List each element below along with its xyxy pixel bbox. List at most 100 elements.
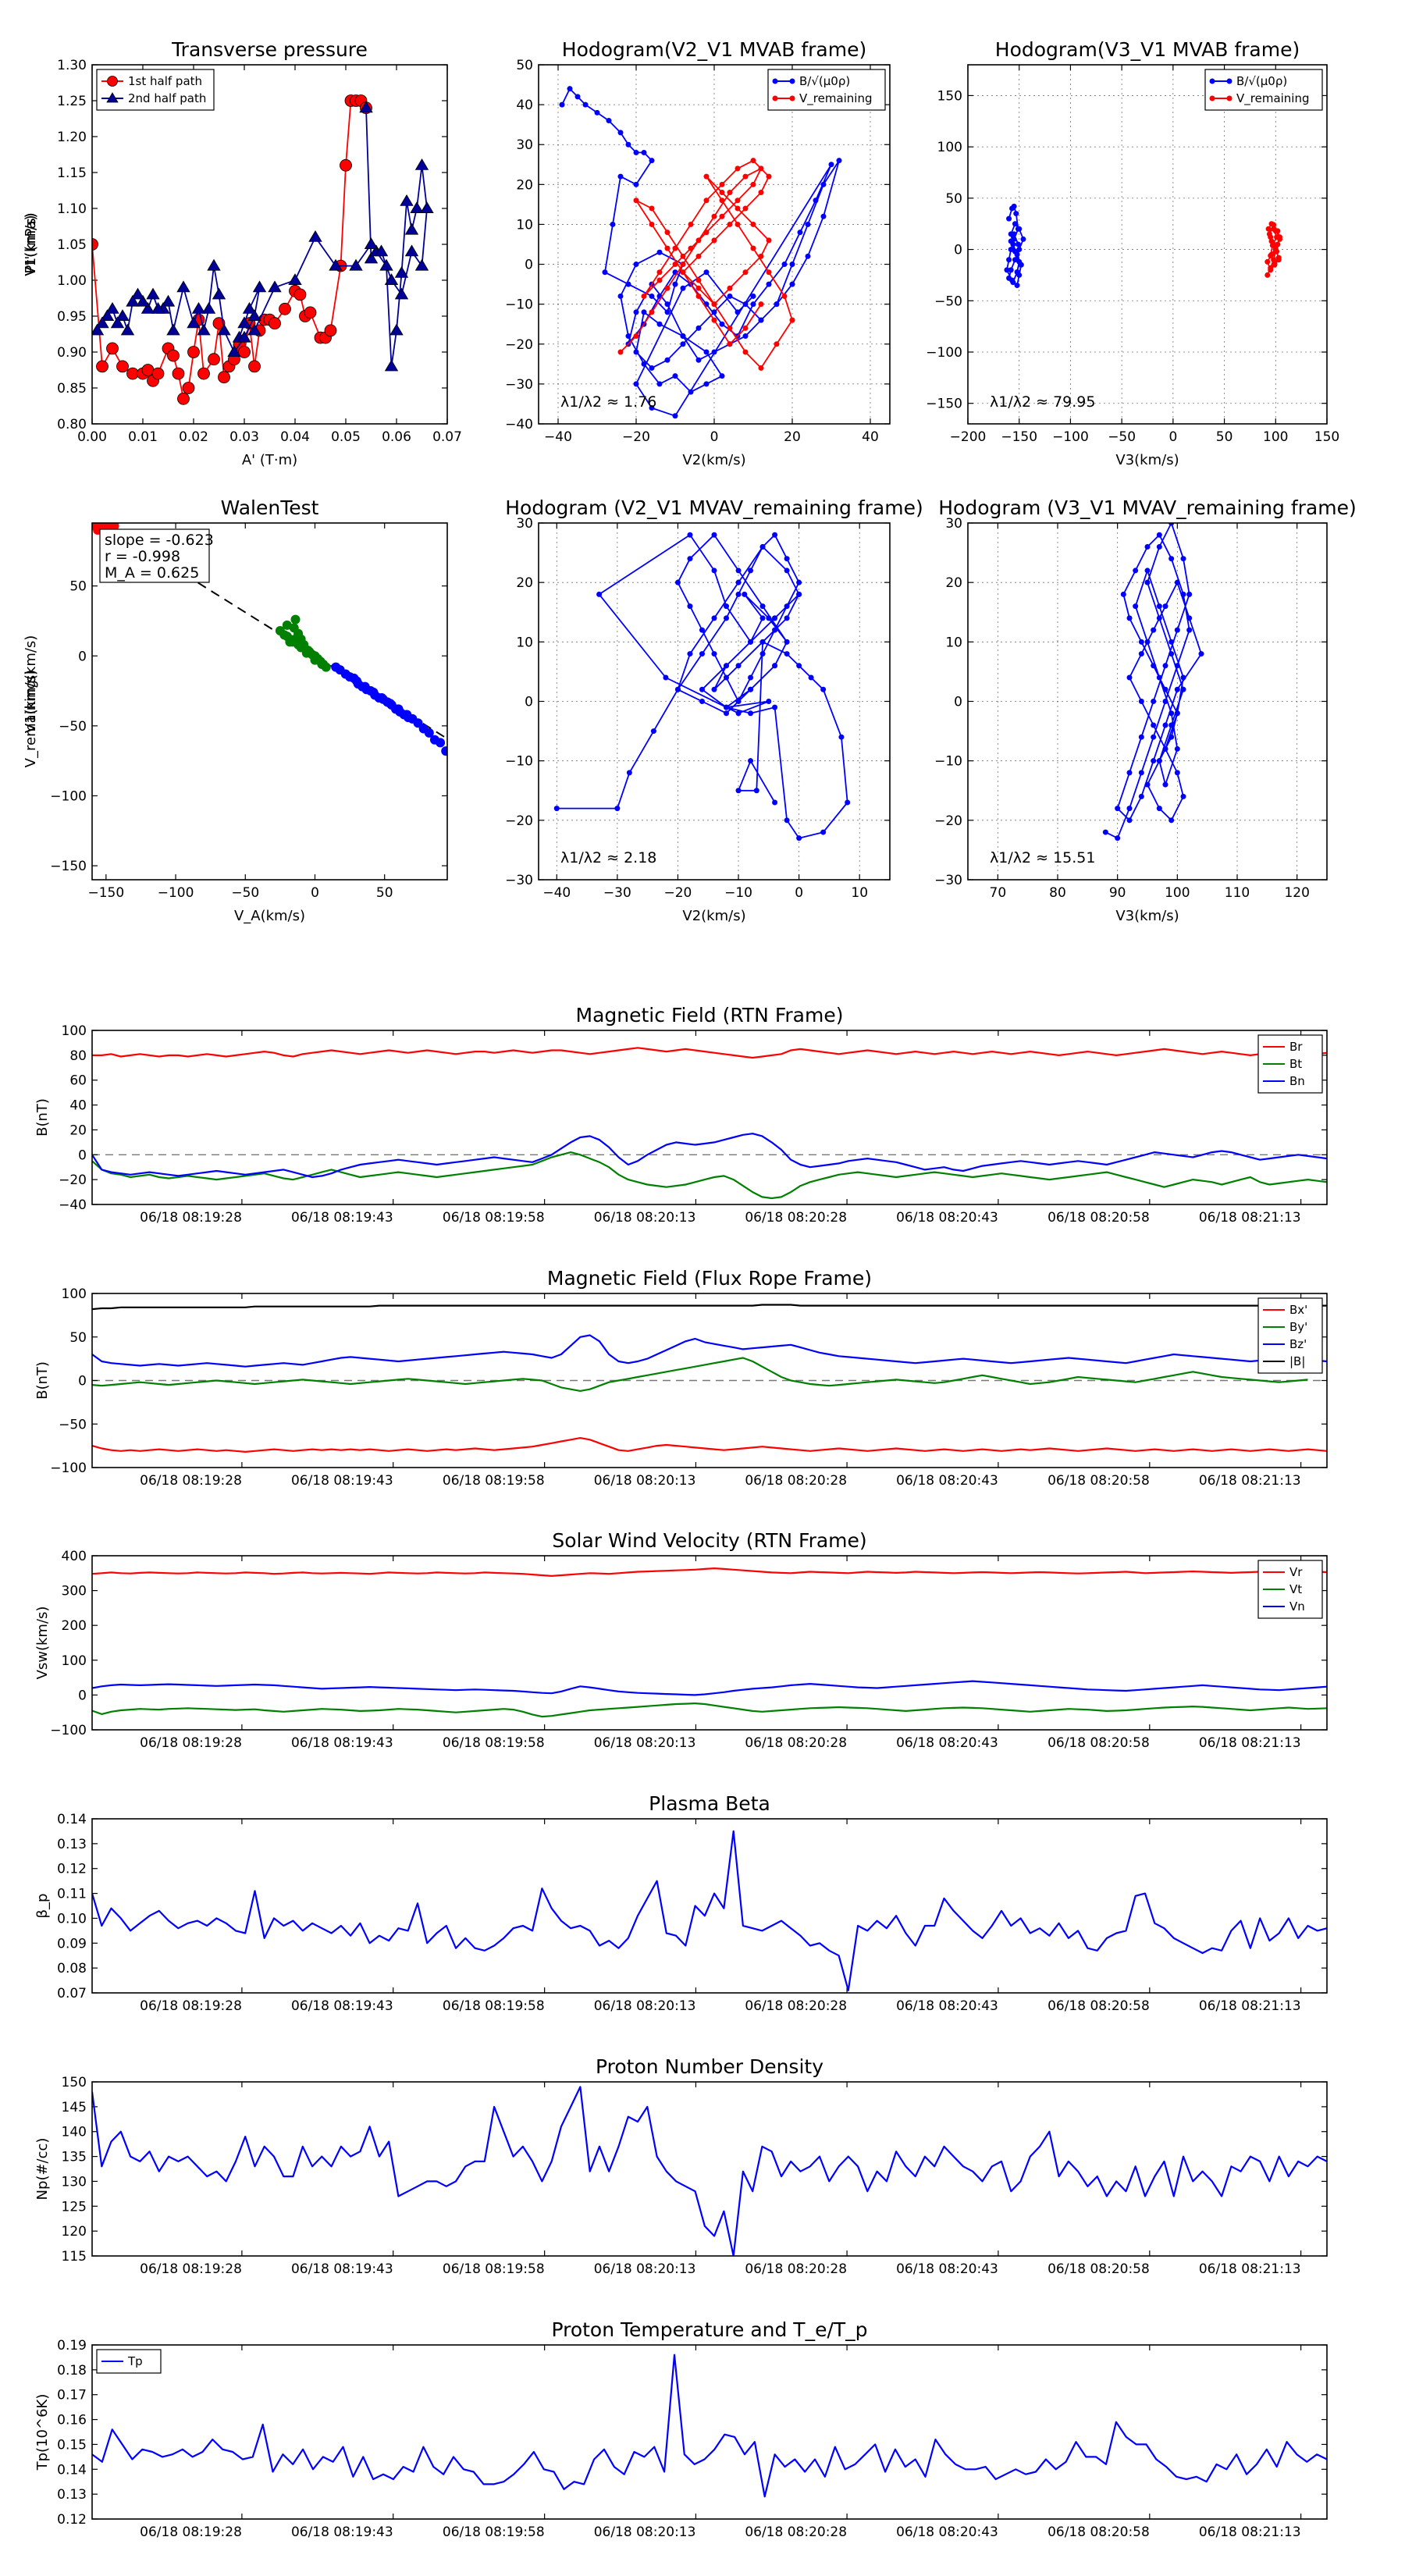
data-point xyxy=(329,258,343,271)
data-point xyxy=(699,627,705,633)
x-tick-label: 0.02 xyxy=(179,429,208,445)
x-tick-label: 10 xyxy=(851,885,868,901)
legend-marker xyxy=(107,76,118,87)
data-point xyxy=(750,301,756,308)
data-point xyxy=(759,615,766,621)
y-tick-label: 20 xyxy=(516,177,533,193)
data-point xyxy=(727,293,733,299)
plot-frame xyxy=(91,1293,1328,1468)
x-tick-label: −40 xyxy=(544,429,572,445)
x-tick-label: −20 xyxy=(622,429,650,445)
data-point xyxy=(711,213,717,219)
data-point xyxy=(402,710,412,720)
data-point xyxy=(766,269,772,276)
data-point xyxy=(626,770,632,776)
data-point xyxy=(750,158,756,164)
legend-label: By' xyxy=(1289,1320,1307,1334)
data-point xyxy=(796,579,802,585)
x-tick-label: 100 xyxy=(1165,885,1190,901)
data-point xyxy=(672,373,678,379)
data-point xyxy=(766,281,772,287)
chart-title: Hodogram(V2_V1 MVAB frame) xyxy=(562,38,866,61)
data-point xyxy=(656,321,663,327)
y-tick-label: 125 xyxy=(62,2199,87,2215)
data-point xyxy=(711,568,717,574)
plot-area xyxy=(92,1304,1327,1453)
x-tick-label: −100 xyxy=(1052,429,1089,445)
x-tick-label: 0.03 xyxy=(229,429,259,445)
data-point xyxy=(368,687,379,697)
y-tick-label: 1.10 xyxy=(57,201,87,217)
data-point xyxy=(735,591,742,597)
eigenvalue-ratio-label: λ1/λ2 ≈ 1.76 xyxy=(560,393,656,411)
data-point xyxy=(1156,543,1162,550)
data-point xyxy=(724,663,730,669)
data-point xyxy=(1156,532,1162,538)
data-point xyxy=(404,244,419,257)
data-point xyxy=(1174,770,1180,776)
data-point xyxy=(695,285,702,291)
data-point xyxy=(130,287,145,300)
data-point xyxy=(248,360,261,373)
x-tick-label: 06/18 08:20:58 xyxy=(1048,2524,1150,2540)
data-point xyxy=(384,359,399,372)
plot-frame xyxy=(538,64,891,425)
legend-label: Bt xyxy=(1289,1057,1302,1071)
legend-marker xyxy=(789,78,795,84)
data-point xyxy=(680,285,686,291)
x-tick-label: 06/18 08:19:43 xyxy=(291,1210,393,1226)
y-axis-label: β_p xyxy=(34,1894,51,1919)
x-tick-label: 06/18 08:19:43 xyxy=(291,2524,393,2540)
legend-item: By' xyxy=(1263,1320,1307,1334)
data-point xyxy=(703,381,710,387)
data-point xyxy=(574,94,581,100)
legend-item: Bx' xyxy=(1263,1303,1307,1317)
data-point xyxy=(166,323,180,336)
data-point xyxy=(379,258,393,271)
data-point xyxy=(784,568,790,574)
data-point xyxy=(724,704,730,710)
series-line xyxy=(557,534,848,839)
y-tick-label: 0 xyxy=(78,649,87,664)
data-point xyxy=(1162,781,1168,788)
plot-frame xyxy=(967,64,1328,425)
data-point xyxy=(191,302,206,314)
y-tick-label: 60 xyxy=(69,1073,87,1089)
data-point xyxy=(742,301,749,308)
legend-item: V_remaining xyxy=(1209,91,1310,106)
data-point xyxy=(703,349,710,355)
data-point xyxy=(1133,568,1139,574)
plot-frame xyxy=(91,1030,1328,1205)
y-tick-label: 0 xyxy=(954,695,962,710)
data-point xyxy=(753,788,759,794)
data-point xyxy=(664,357,670,363)
data-point xyxy=(1006,215,1012,222)
data-point xyxy=(1162,699,1168,704)
x-tick-label: 06/18 08:19:58 xyxy=(443,1998,545,2014)
data-point xyxy=(687,532,693,538)
series-bx- xyxy=(92,1436,1327,1453)
x-tick-label: 150 xyxy=(1314,429,1339,445)
x-tick-label: 40 xyxy=(862,429,879,445)
data-point xyxy=(633,381,639,387)
series-v-remaining xyxy=(1264,221,1283,278)
legend-item: |B| xyxy=(1263,1354,1305,1368)
data-point xyxy=(1180,556,1186,562)
legend-marker xyxy=(789,95,795,101)
x-tick-label: 06/18 08:19:58 xyxy=(443,2524,545,2540)
y-tick-label: 0 xyxy=(78,1688,87,1703)
data-point xyxy=(293,288,307,301)
x-tick-label: 06/18 08:19:58 xyxy=(443,2261,545,2277)
data-point xyxy=(374,244,389,257)
data-point xyxy=(1008,238,1014,244)
x-tick-label: 0 xyxy=(795,885,803,901)
data-point xyxy=(695,277,702,283)
data-point xyxy=(672,262,678,268)
data-point xyxy=(633,262,639,268)
data-point xyxy=(748,710,754,717)
x-tick-label: −100 xyxy=(158,885,194,901)
y-tick-label: −100 xyxy=(926,345,962,361)
data-point xyxy=(687,603,693,610)
legend-marker xyxy=(1209,95,1215,101)
data-point xyxy=(774,301,780,308)
